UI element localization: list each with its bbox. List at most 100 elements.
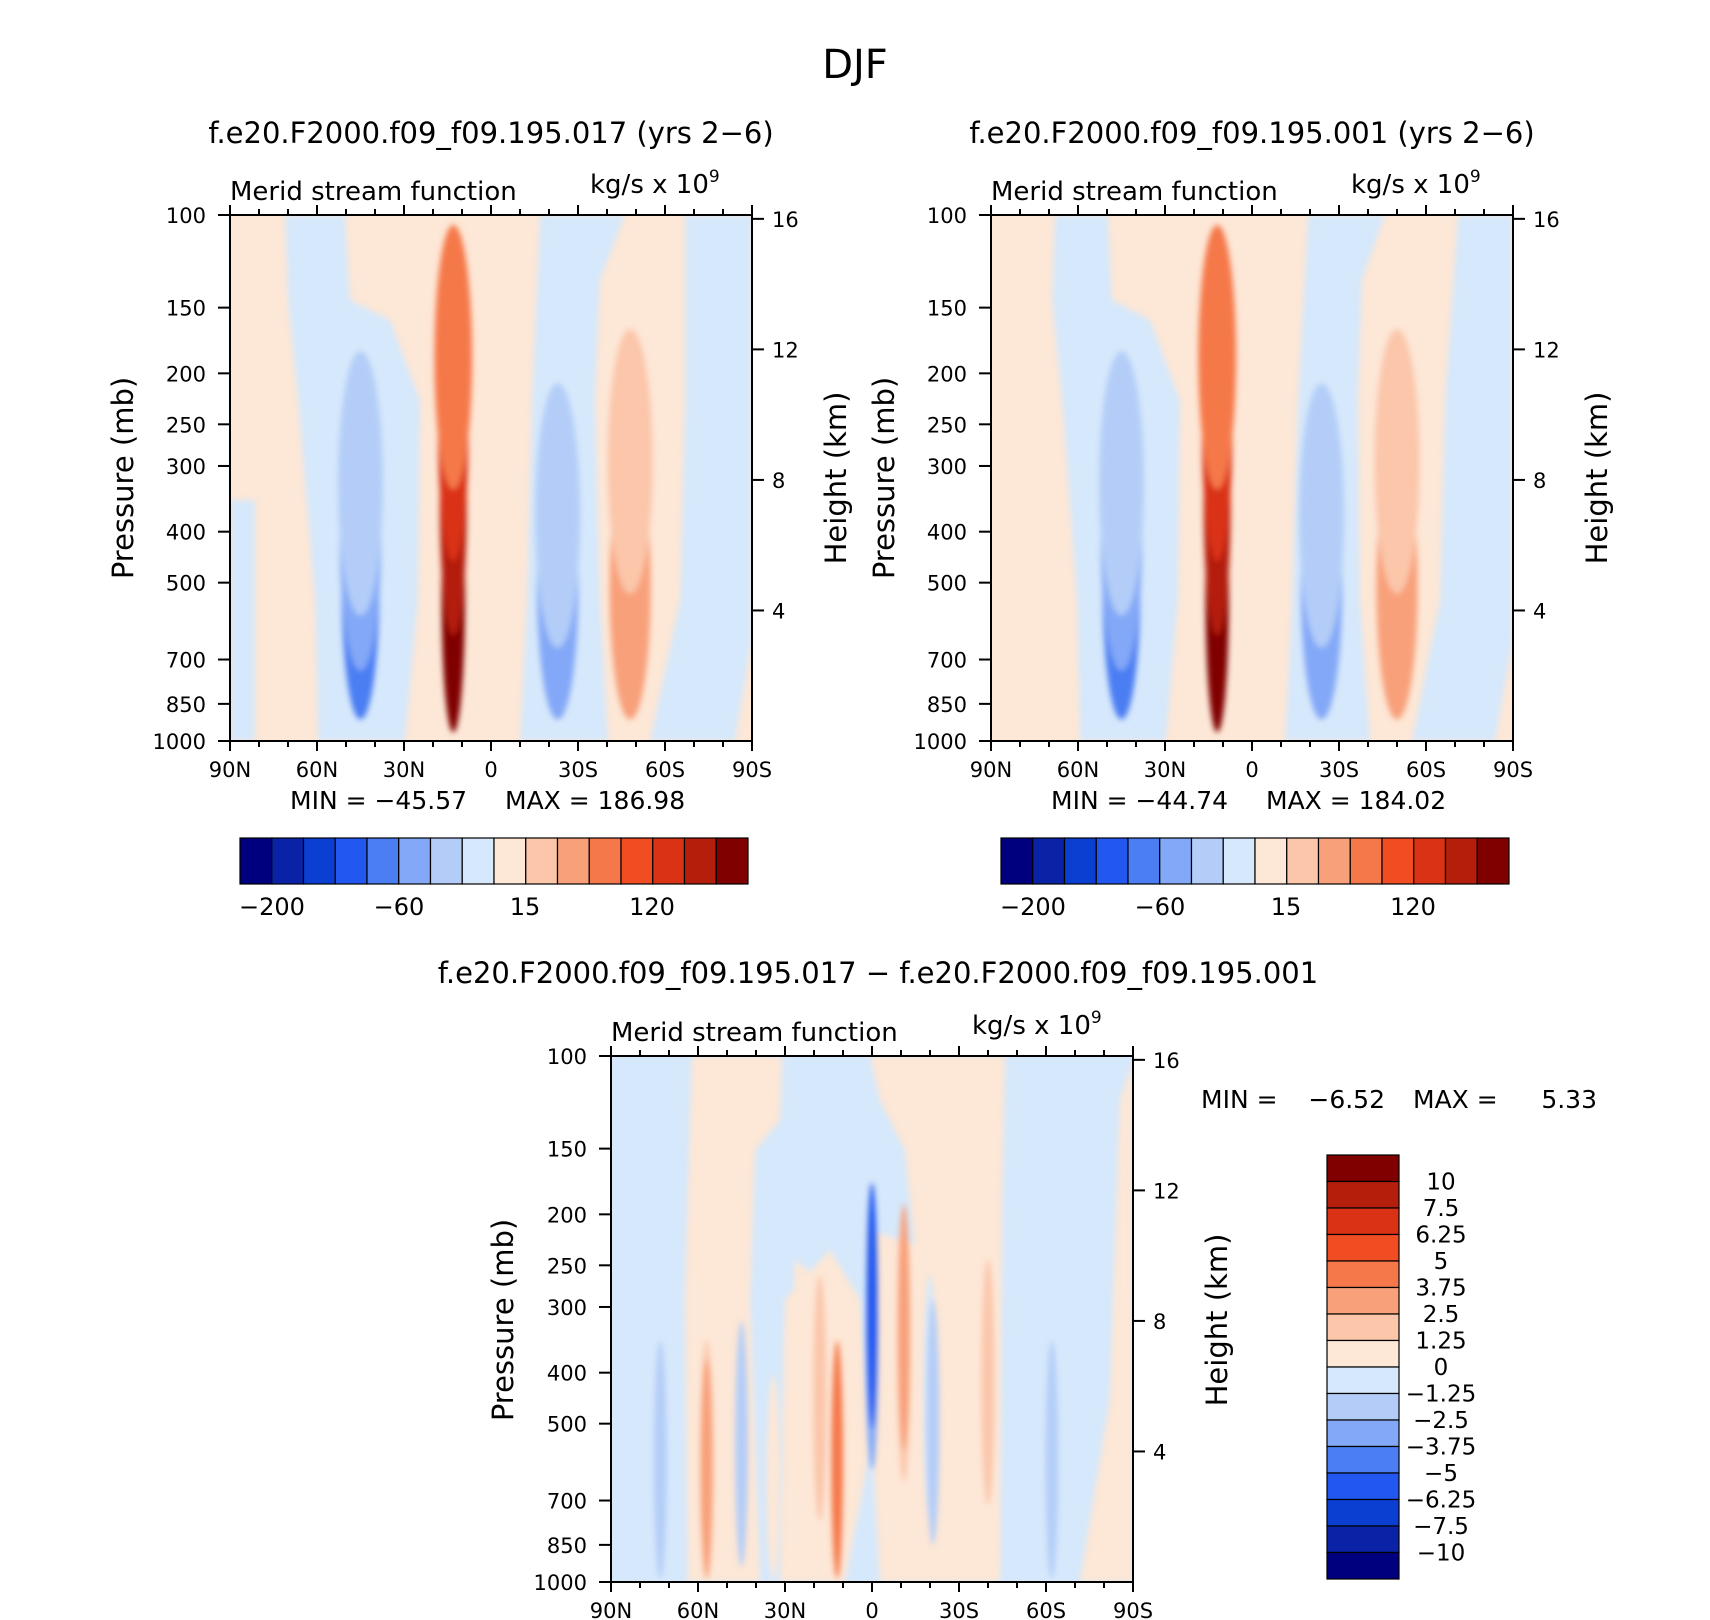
- panel-difference-units: kg/s x 109: [972, 1008, 1102, 1041]
- panel-left-x-tick-label: 90N: [209, 758, 251, 782]
- panel-difference-units-exponent: 9: [1091, 1008, 1102, 1028]
- panel-left-y-tick-label: 200: [166, 362, 206, 386]
- panel-right-colorbar-box: [1476, 837, 1510, 885]
- panel-left-contour-level: [434, 225, 473, 490]
- panel-difference: f.e20.F2000.f09_f09.195.017 − f.e20.F200…: [438, 956, 1597, 1620]
- panel-left-colorbar-box: [429, 837, 463, 885]
- panel-difference-contour-level: [866, 1182, 878, 1429]
- panel-left-negative-band-polar: [650, 215, 752, 741]
- panel-right-y-tick-label: 700: [927, 649, 967, 673]
- panel-right-colorbar-label: 120: [1390, 893, 1436, 921]
- panel-left-x-tick-label: 30N: [383, 758, 425, 782]
- panel-difference-colorbar-label: −6.25: [1406, 1488, 1476, 1514]
- panel-difference-colorbar-label: 0: [1434, 1355, 1449, 1381]
- panel-difference-contour-level: [735, 1320, 748, 1567]
- panel-left-title: f.e20.F2000.f09_f09.195.017 (yrs 2−6): [208, 116, 773, 150]
- panel-difference-y-tick-label: 1000: [534, 1571, 587, 1595]
- panel-difference-colorbar-label: 1.25: [1415, 1329, 1466, 1355]
- panel-left-y2-tick-label: 12: [772, 338, 799, 362]
- panel-right-contour-level: [1198, 225, 1236, 490]
- panel-difference-contour-level: [700, 1359, 713, 1579]
- panel-right-y2-tick-label: 12: [1533, 338, 1560, 362]
- panel-right-y-tick-label: 850: [927, 693, 967, 717]
- panel-left-colorbar-box: [652, 837, 686, 885]
- panel-difference-contours: [653, 1182, 1059, 1579]
- panel-left-x-tick-label: 60S: [645, 758, 685, 782]
- panel-left-subtitle: Merid stream function: [230, 177, 517, 207]
- panel-right-y-tick-label: 100: [927, 204, 967, 228]
- panel-difference-colorbar-box: [1326, 1525, 1400, 1554]
- panel-left-max: MAX = 186.98: [505, 786, 685, 815]
- panel-left-y2-tick-label: 16: [772, 208, 799, 232]
- panel-difference-colorbar-box: [1326, 1498, 1400, 1527]
- panel-difference-max-value: 5.33: [1541, 1085, 1597, 1114]
- panel-left-colorbar-box: [366, 837, 400, 885]
- panel-right-contours: [1099, 225, 1420, 733]
- panel-difference-colorbar-label: 2.5: [1423, 1302, 1460, 1328]
- panel-difference-colorbar-box: [1326, 1286, 1400, 1315]
- panel-difference-y-tick-label: 250: [547, 1254, 587, 1278]
- panel-difference-x-tick-label: 60N: [677, 1599, 719, 1620]
- panel-difference-contour-level: [897, 1204, 911, 1450]
- panel-right-y2-axis: 16 12 8 4: [1513, 208, 1560, 623]
- panel-left-y-axis: 100 150 200 250 300 400 500 700 850 1000: [153, 204, 230, 754]
- panel-difference-positive-band-5: [870, 1056, 1005, 1582]
- panel-difference-x-tick-label: 90S: [1113, 1599, 1153, 1620]
- panel-difference-colorbar-box: [1326, 1207, 1400, 1236]
- panel-right-y-tick-label: 1000: [914, 730, 967, 754]
- panel-left-units-exponent: 9: [709, 167, 720, 187]
- panel-difference-colorbar-box: [1326, 1180, 1400, 1209]
- panel-right-colorbar-box: [1413, 837, 1447, 885]
- panel-difference-colorbar-box: [1326, 1313, 1400, 1342]
- panel-left-colorbar-box: [620, 837, 654, 885]
- panel-right-colorbar-box: [1032, 837, 1066, 885]
- panel-left-colorbar-labels: −200 −60 15 120: [239, 893, 675, 921]
- panel-right-colorbar-box: [1000, 837, 1034, 885]
- panel-difference-y-tick-label: 200: [547, 1203, 587, 1227]
- panel-left-contour-level: [535, 383, 581, 648]
- figure-title: DJF: [822, 42, 888, 88]
- panel-difference-y2-tick-label: 12: [1153, 1179, 1180, 1203]
- panel-right-y2-tick-label: 4: [1533, 599, 1546, 623]
- panel-right-y-tick-label: 250: [927, 413, 967, 437]
- panel-left-colorbar-box: [588, 837, 622, 885]
- panel-right-y2label: Height (km): [1580, 392, 1614, 565]
- panel-right-y-tick-label: 200: [927, 362, 967, 386]
- panel-right-contour-level: [1099, 351, 1144, 616]
- panel-difference-colorbar-box: [1326, 1472, 1400, 1501]
- panel-right-colorbar-box: [1349, 837, 1383, 885]
- panel-left-y-tick-label: 700: [166, 649, 206, 673]
- panel-difference-colorbar-label: −2.5: [1413, 1408, 1469, 1434]
- panel-right-y-axis: 100 150 200 250 300 400 500 700 850 1000: [914, 204, 991, 754]
- panel-left-colorbar-box: [302, 837, 336, 885]
- panel-difference-colorbar-label: −7.5: [1413, 1514, 1469, 1540]
- panel-left-colorbar-label: 15: [510, 893, 541, 921]
- panel-difference-y-tick-label: 100: [547, 1045, 587, 1069]
- panel-left-colorbar-box: [715, 837, 749, 885]
- panel-left-y-tick-label: 150: [166, 297, 206, 321]
- panel-right-field: [991, 215, 1513, 741]
- panel-right-x-tick-label: 60N: [1057, 758, 1099, 782]
- panel-difference-colorbar-box: [1326, 1419, 1400, 1448]
- panel-right-x-axis: 90N 60N 30N 0 30S 60S 90S: [970, 205, 1533, 782]
- panel-difference-y2label: Height (km): [1200, 1234, 1234, 1407]
- panel-left-ylabel: Pressure (mb): [106, 377, 140, 579]
- panel-difference-positive-band-6: [1080, 1060, 1133, 1582]
- panel-right-colorbar-box: [1127, 837, 1161, 885]
- panel-difference-y-tick-label: 700: [547, 1490, 587, 1514]
- panel-left-colorbar-box: [683, 837, 717, 885]
- panel-difference-min-label: MIN =: [1201, 1085, 1278, 1114]
- panel-difference-y2-tick-label: 4: [1153, 1440, 1166, 1464]
- panel-difference-subtitle: Merid stream function: [611, 1018, 898, 1048]
- panel-left-x-tick-label: 90S: [732, 758, 772, 782]
- panel-right-y-tick-label: 400: [927, 521, 967, 545]
- panel-difference-colorbar-box: [1326, 1339, 1400, 1368]
- panel-difference-min-value: −6.52: [1308, 1085, 1385, 1114]
- panel-right-colorbar-box: [1286, 837, 1320, 885]
- panel-left-x-axis: 90N 60N 30N 0 30S 60S 90S: [209, 205, 772, 782]
- panel-left-contours: [338, 225, 653, 733]
- panel-left-field: [230, 215, 752, 741]
- panel-left-contour-level: [607, 329, 653, 594]
- panel-right-max: MAX = 184.02: [1266, 786, 1446, 815]
